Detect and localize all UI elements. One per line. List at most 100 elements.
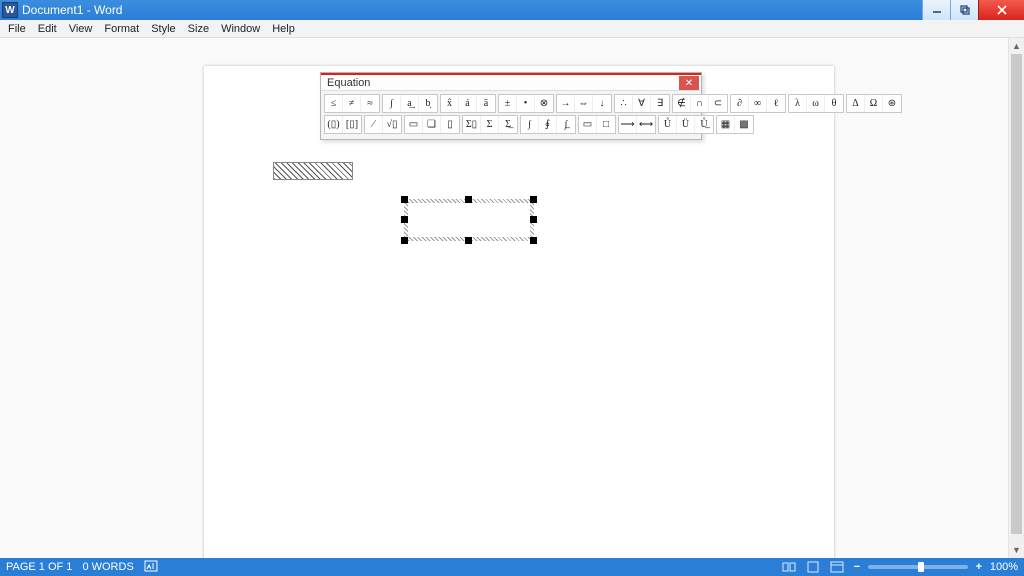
status-page[interactable]: PAGE 1 OF 1 xyxy=(6,561,72,573)
menu-view[interactable]: View xyxy=(63,21,99,37)
equation-symbol-button[interactable]: ∫ xyxy=(521,116,539,133)
scroll-down-button[interactable]: ▼ xyxy=(1009,542,1024,558)
scroll-up-button[interactable]: ▲ xyxy=(1009,38,1024,54)
maximize-button[interactable] xyxy=(950,0,978,20)
equation-symbol-button[interactable]: [▯] xyxy=(343,116,361,133)
scroll-thumb[interactable] xyxy=(1011,54,1022,534)
equation-toolbar[interactable]: Equation ✕ ≤≠≈∫a͢b͕x̂áã±•⊗→⇔↓∴∀∃∉∩⊂∂∞ℓλω… xyxy=(320,72,702,140)
view-print-icon[interactable] xyxy=(804,560,822,574)
equation-symbol-button[interactable]: ≤ xyxy=(325,95,343,112)
equation-symbol-button[interactable]: ▩ xyxy=(735,116,753,133)
equation-symbol-button[interactable]: ⊛ xyxy=(883,95,901,112)
status-words[interactable]: 0 WORDS xyxy=(82,561,133,573)
equation-symbol-button[interactable]: ∴ xyxy=(615,95,633,112)
equation-symbol-button[interactable]: á xyxy=(459,95,477,112)
equation-symbol-button[interactable]: ∞ xyxy=(749,95,767,112)
equation-symbol-button[interactable]: Ü xyxy=(677,116,695,133)
equation-symbol-button[interactable]: ± xyxy=(499,95,517,112)
equation-symbol-button[interactable]: ▭ xyxy=(405,116,423,133)
equation-toolbar-header[interactable]: Equation ✕ xyxy=(321,73,701,91)
menu-size[interactable]: Size xyxy=(182,21,215,37)
equation-symbol-button[interactable]: Ů xyxy=(659,116,677,133)
menu-file[interactable]: File xyxy=(2,21,32,37)
equation-symbol-button[interactable]: ∃ xyxy=(651,95,669,112)
selected-object[interactable] xyxy=(404,199,534,241)
equation-symbol-button[interactable]: Δ xyxy=(847,95,865,112)
equation-symbol-button[interactable]: ∫̲ xyxy=(557,116,575,133)
menu-window[interactable]: Window xyxy=(215,21,266,37)
equation-group: ⟶⟷ xyxy=(618,115,656,134)
resize-handle[interactable] xyxy=(530,237,537,244)
equation-symbol-button[interactable]: b͕ xyxy=(419,95,437,112)
equation-symbol-button[interactable]: Σ xyxy=(481,116,499,133)
equation-symbol-button[interactable]: ℓ xyxy=(767,95,785,112)
equation-symbol-button[interactable]: ⟶ xyxy=(619,116,637,133)
equation-symbol-button[interactable]: θ xyxy=(825,95,843,112)
zoom-slider-thumb[interactable] xyxy=(918,562,924,572)
proofing-icon[interactable] xyxy=(144,560,158,575)
resize-handle[interactable] xyxy=(465,196,472,203)
equation-symbol-button[interactable]: → xyxy=(557,95,575,112)
equation-symbol-button[interactable]: Σ▯ xyxy=(463,116,481,133)
equation-toolbar-rows: ≤≠≈∫a͢b͕x̂áã±•⊗→⇔↓∴∀∃∉∩⊂∂∞ℓλωθΔΩ⊛(▯)[▯]⁄… xyxy=(321,91,701,139)
equation-symbol-button[interactable]: Ů̲ xyxy=(695,116,713,133)
vertical-scrollbar[interactable]: ▲ ▼ xyxy=(1008,38,1024,558)
equation-symbol-button[interactable]: ⊗ xyxy=(535,95,553,112)
equation-group: x̂áã xyxy=(440,94,496,113)
equation-symbol-button[interactable]: Ω xyxy=(865,95,883,112)
equation-group: ≤≠≈ xyxy=(324,94,380,113)
equation-symbol-button[interactable]: ã xyxy=(477,95,495,112)
equation-symbol-button[interactable]: ∂ xyxy=(731,95,749,112)
equation-symbol-button[interactable]: ▭ xyxy=(579,116,597,133)
zoom-slider[interactable] xyxy=(868,565,968,569)
equation-symbol-button[interactable]: ω xyxy=(807,95,825,112)
menu-format[interactable]: Format xyxy=(98,21,145,37)
equation-symbol-button[interactable]: Σ̲ xyxy=(499,116,517,133)
equation-symbol-button[interactable]: ↓ xyxy=(593,95,611,112)
zoom-level[interactable]: 100% xyxy=(990,561,1018,573)
close-button[interactable] xyxy=(978,0,1024,20)
resize-handle[interactable] xyxy=(401,216,408,223)
workspace: Equation ✕ ≤≠≈∫a͢b͕x̂áã±•⊗→⇔↓∴∀∃∉∩⊂∂∞ℓλω… xyxy=(0,38,1024,558)
equation-symbol-button[interactable]: ⇔ xyxy=(575,95,593,112)
equation-symbol-button[interactable]: ⊂ xyxy=(709,95,727,112)
menu-style[interactable]: Style xyxy=(145,21,181,37)
minimize-button[interactable] xyxy=(922,0,950,20)
resize-handle[interactable] xyxy=(401,196,408,203)
zoom-in-button[interactable]: + xyxy=(974,561,984,573)
equation-symbol-button[interactable]: ❏ xyxy=(423,116,441,133)
resize-handle[interactable] xyxy=(530,216,537,223)
hatched-placeholder[interactable] xyxy=(273,162,353,180)
equation-symbol-button[interactable]: ⟷ xyxy=(637,116,655,133)
view-web-icon[interactable] xyxy=(828,560,846,574)
equation-symbol-button[interactable]: a͢ xyxy=(401,95,419,112)
equation-symbol-button[interactable]: ≈ xyxy=(361,95,379,112)
zoom-out-button[interactable]: − xyxy=(852,561,862,573)
equation-group: λωθ xyxy=(788,94,844,113)
equation-symbol-button[interactable]: λ xyxy=(789,95,807,112)
equation-symbol-button[interactable]: √▯ xyxy=(383,116,401,133)
equation-symbol-button[interactable]: ∩ xyxy=(691,95,709,112)
equation-group: (▯)[▯] xyxy=(324,115,362,134)
resize-handle[interactable] xyxy=(530,196,537,203)
equation-symbol-button[interactable]: ∀ xyxy=(633,95,651,112)
resize-handle[interactable] xyxy=(401,237,408,244)
equation-symbol-button[interactable]: ▦ xyxy=(717,116,735,133)
equation-symbol-button[interactable]: ∉ xyxy=(673,95,691,112)
equation-symbol-button[interactable]: ≠ xyxy=(343,95,361,112)
equation-symbol-button[interactable]: ∫ xyxy=(383,95,401,112)
equation-toolbar-close-button[interactable]: ✕ xyxy=(679,76,699,90)
equation-group: →⇔↓ xyxy=(556,94,612,113)
equation-symbol-button[interactable]: ∮ xyxy=(539,116,557,133)
equation-symbol-button[interactable]: ▯ xyxy=(441,116,459,133)
equation-symbol-button[interactable]: ⁄ xyxy=(365,116,383,133)
resize-handle[interactable] xyxy=(465,237,472,244)
equation-group: ∫∮∫̲ xyxy=(520,115,576,134)
menu-edit[interactable]: Edit xyxy=(32,21,63,37)
equation-symbol-button[interactable]: • xyxy=(517,95,535,112)
equation-symbol-button[interactable]: □ xyxy=(597,116,615,133)
equation-symbol-button[interactable]: (▯) xyxy=(325,116,343,133)
equation-symbol-button[interactable]: x̂ xyxy=(441,95,459,112)
menu-help[interactable]: Help xyxy=(266,21,301,37)
view-read-icon[interactable] xyxy=(780,560,798,574)
